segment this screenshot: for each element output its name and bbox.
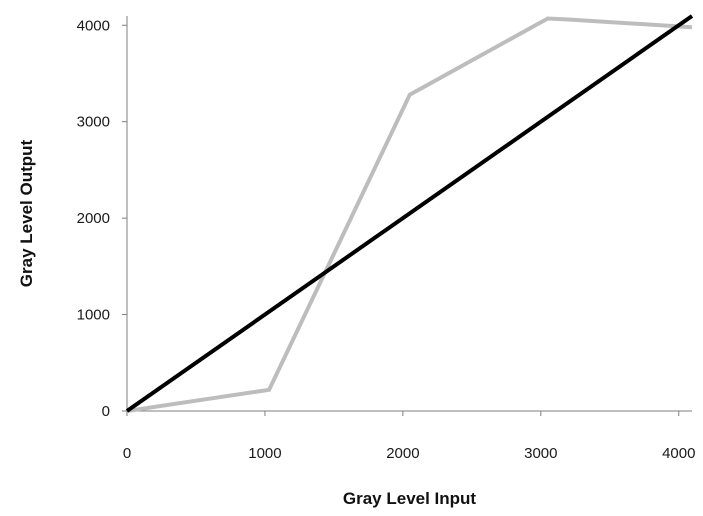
ticks: [122, 24, 680, 416]
x-tick-label: 3000: [524, 445, 557, 462]
y-tick-label: 0: [102, 403, 110, 420]
tick-labels: 0 1000 2000 3000 4000 0 1000 2000 3000 4000: [77, 17, 696, 462]
series-layer: [125, 14, 694, 413]
x-tick-label: 2000: [386, 445, 419, 462]
x-tick-label: 4000: [662, 445, 695, 462]
series-line-black: [125, 14, 694, 413]
y-tick-label: 1000: [77, 307, 110, 324]
y-tick-label: 2000: [77, 210, 110, 227]
x-axis-title: Gray Level Input: [343, 489, 477, 508]
y-axis-title: Gray Level Output: [17, 139, 36, 287]
axes: [126, 16, 692, 412]
x-tick-label: 1000: [248, 445, 281, 462]
x-tick-label: 0: [123, 445, 131, 462]
y-tick-label: 4000: [77, 17, 110, 34]
y-tick-label: 3000: [77, 114, 110, 131]
series-line-gray: [126, 16, 693, 413]
